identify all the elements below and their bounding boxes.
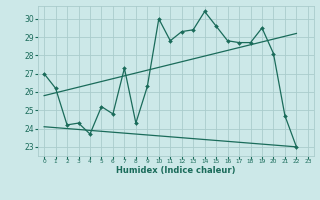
X-axis label: Humidex (Indice chaleur): Humidex (Indice chaleur) — [116, 166, 236, 175]
